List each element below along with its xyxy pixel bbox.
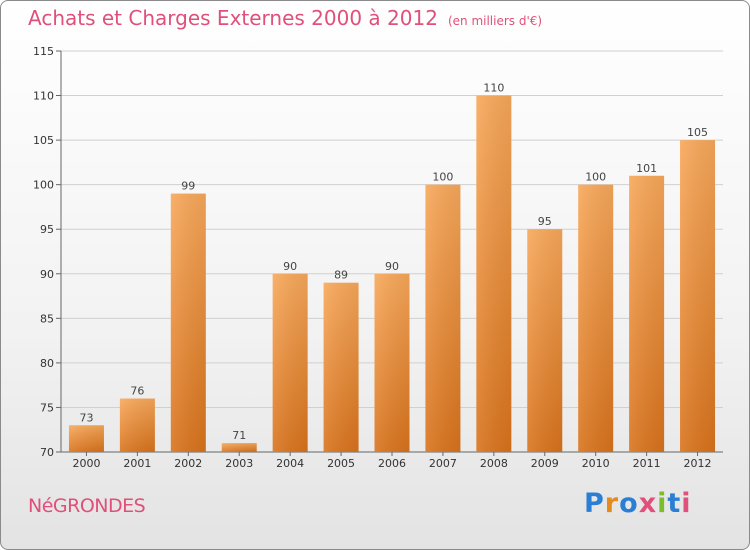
brand-letter: i — [681, 488, 692, 519]
brand-letter: o — [619, 488, 639, 519]
bar-shade — [374, 273, 410, 452]
bar-shade — [68, 425, 104, 452]
y-tick-label: 110 — [33, 90, 54, 103]
y-tick-label: 95 — [40, 223, 54, 236]
axis-layer: 70 75 80 85 90 95 100 105 110 115 2000 2001 2002 2003… — [33, 45, 723, 470]
brand-logo: Proxiti — [584, 488, 692, 519]
x-tick-label: 2011 — [633, 457, 661, 470]
x-tick-label: 2012 — [684, 457, 712, 470]
data-label: 90 — [283, 260, 297, 273]
y-tick-label: 100 — [33, 179, 54, 192]
x-tick-label: 2006 — [378, 457, 406, 470]
data-label: 76 — [130, 385, 144, 398]
bar-shade — [629, 175, 665, 452]
x-tick-label: 2000 — [72, 457, 100, 470]
y-tick-label: 105 — [33, 134, 54, 147]
bar-shade — [272, 273, 308, 452]
data-label: 71 — [232, 429, 246, 442]
x-tick-label: 2010 — [582, 457, 610, 470]
data-label: 89 — [334, 269, 348, 282]
data-label: 99 — [181, 180, 195, 193]
brand-letter: r — [604, 488, 620, 519]
brand-letter: t — [667, 488, 682, 519]
brand-letter: i — [657, 488, 668, 519]
data-label: 100 — [432, 171, 453, 184]
y-tick-label: 80 — [40, 357, 54, 370]
bar-shade — [578, 184, 614, 452]
bar-shade — [221, 443, 257, 452]
title-line: Achats et Charges Externes 2000 à 2012 (e… — [28, 6, 542, 30]
data-label: 100 — [585, 171, 606, 184]
data-label: 95 — [538, 215, 552, 228]
y-tick-label: 115 — [33, 45, 54, 58]
bar-shade — [170, 193, 206, 453]
data-label: 105 — [687, 126, 708, 139]
x-tick-label: 2004 — [276, 457, 304, 470]
x-tick-label: 2009 — [531, 457, 559, 470]
x-tick-label: 2007 — [429, 457, 457, 470]
x-tick-label: 2001 — [123, 457, 151, 470]
brand-letter: x — [638, 488, 658, 519]
bar-shade — [425, 184, 461, 452]
label-layer: 73 76 99 71 90 89 90 100 110 95 100 101 105 — [79, 82, 708, 443]
bar-shade — [476, 95, 512, 453]
data-label: 90 — [385, 260, 399, 273]
bar-layer — [68, 95, 716, 453]
bar-shade — [119, 398, 155, 452]
chart-unit-note: (en milliers d'€) — [447, 14, 543, 28]
chart-title: Achats et Charges Externes 2000 à 2012 — [28, 6, 438, 30]
data-label: 101 — [636, 162, 657, 175]
bar-shade — [323, 282, 359, 452]
x-tick-label: 2003 — [225, 457, 253, 470]
data-label: 110 — [483, 82, 504, 95]
x-tick-label: 2005 — [327, 457, 355, 470]
bar-shade — [680, 140, 716, 452]
y-tick-label: 70 — [40, 446, 54, 459]
x-tick-label: 2008 — [480, 457, 508, 470]
y-tick-label: 90 — [40, 268, 54, 281]
data-label: 73 — [79, 411, 93, 424]
y-tick-label: 85 — [40, 312, 54, 325]
brand-letter: P — [584, 488, 605, 519]
bar-shade — [527, 229, 563, 452]
y-tick-label: 75 — [40, 401, 54, 414]
x-tick-label: 2002 — [174, 457, 202, 470]
city-name: NéGRONDES — [28, 495, 146, 517]
